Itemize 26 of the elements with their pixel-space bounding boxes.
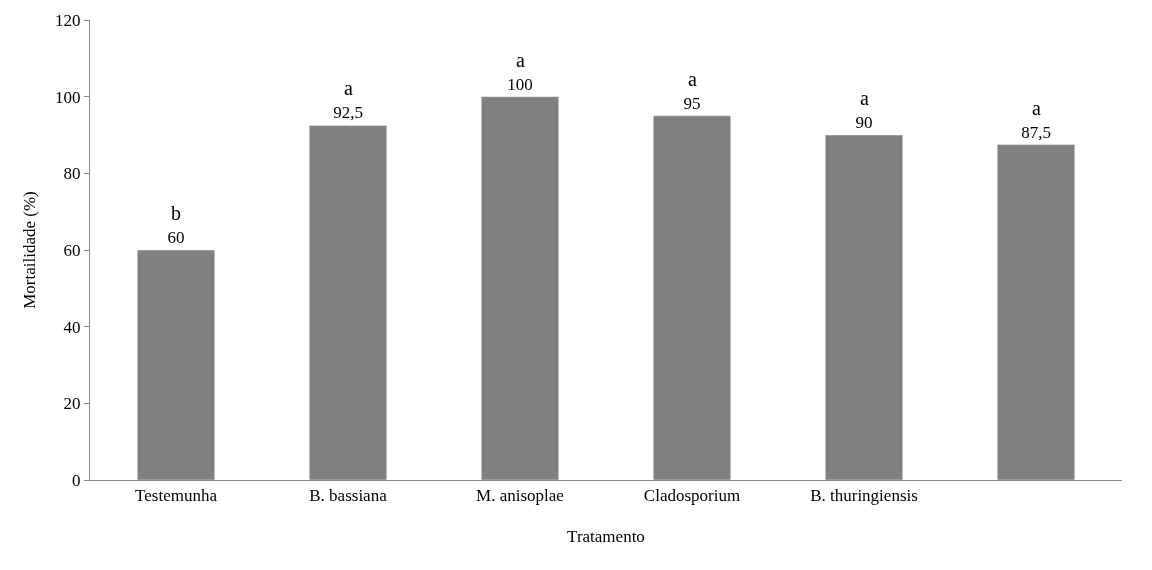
y-tick-label: 40 [63, 317, 81, 337]
y-tick-label: 20 [63, 394, 81, 414]
x-tick-label: Testemunha [135, 486, 218, 506]
annotation: a [688, 68, 697, 90]
x-tick-label: B. thuringiensis [810, 486, 918, 506]
data-label: 90 [855, 113, 873, 132]
x-tick-label: B. bassiana [309, 486, 388, 506]
y-tick-label: 0 [72, 470, 81, 490]
x-tick-label: Cladosporium [643, 486, 741, 506]
annotation: a [860, 87, 869, 109]
x-tick-label: M. anisoplae [476, 486, 564, 506]
annotation: a [516, 49, 525, 71]
data-label: 92,5 [333, 103, 363, 123]
y-tick-label: 120 [55, 10, 81, 30]
data-label: 95 [683, 93, 701, 113]
annotation: b [171, 202, 181, 224]
y-axis-title: Mortailidade (%) [19, 191, 39, 309]
data-label: 100 [507, 74, 533, 94]
data-label: 87,5 [1021, 122, 1051, 142]
annotation: a [344, 77, 353, 99]
y-tick-label: 60 [63, 240, 81, 260]
y-tick-label: 80 [63, 164, 81, 184]
y-tick-label: 100 [55, 87, 81, 107]
x-axis-title: Tratamento [567, 526, 645, 546]
annotation: a [1032, 97, 1041, 119]
data-label: 60 [167, 228, 185, 247]
